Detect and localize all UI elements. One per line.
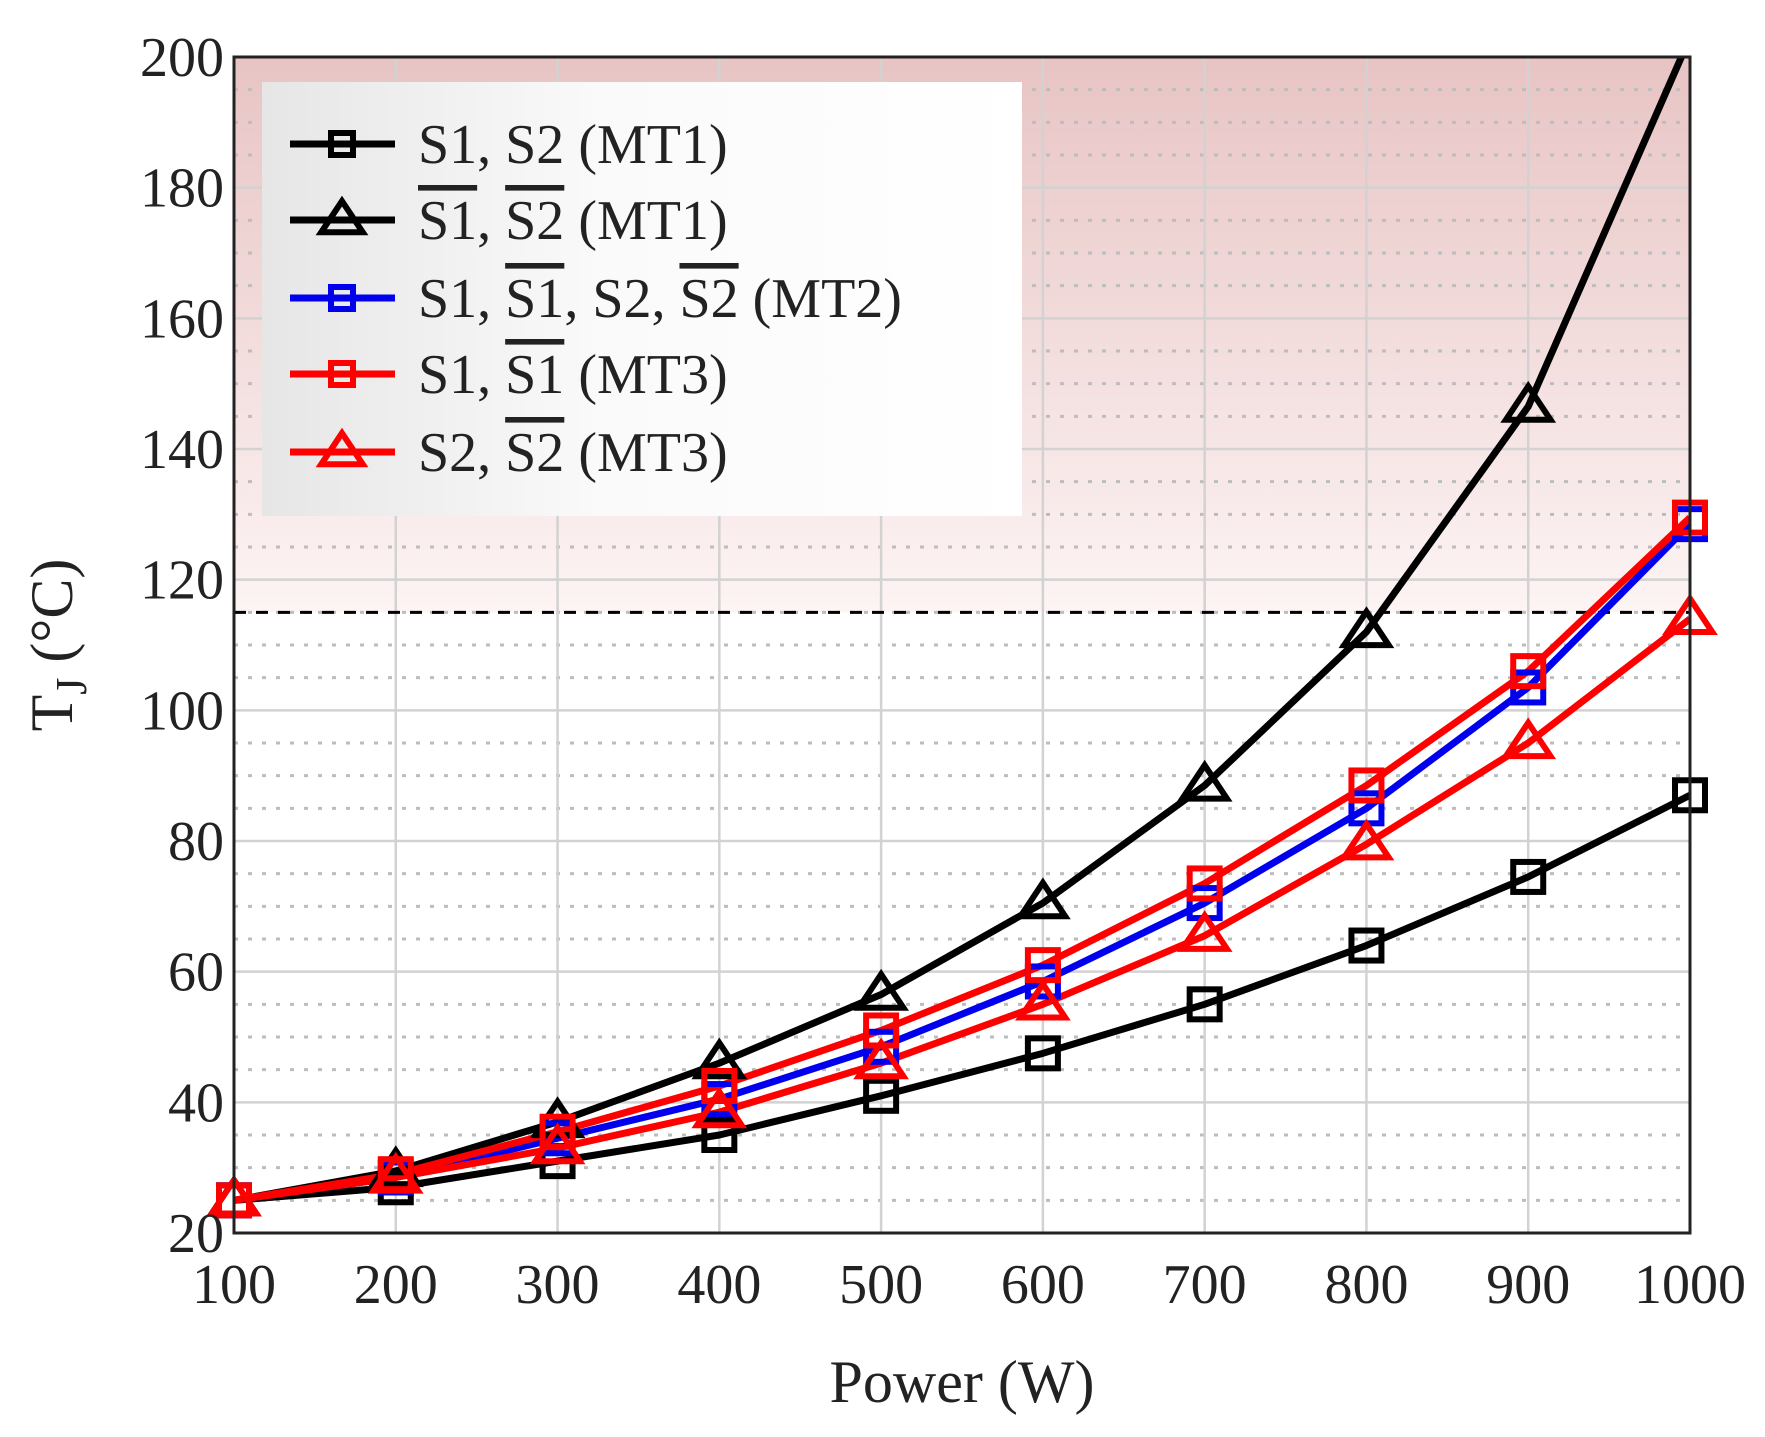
data-point-triangle — [1176, 759, 1233, 802]
x-tick-label: 200 — [354, 1254, 438, 1316]
plot-frame — [232, 55, 1692, 1235]
legend-label: S1, S2 (MT1) — [418, 190, 728, 252]
x-tick-label: 500 — [839, 1254, 923, 1316]
data-point-square — [328, 130, 356, 158]
series-line-3 — [234, 521, 1690, 1204]
x-tick-label: 400 — [677, 1254, 761, 1316]
legend-label: S1, S1, S2, S2 (MT2) — [418, 268, 902, 330]
data-point-square — [1186, 865, 1223, 902]
data-point-square — [1348, 767, 1385, 804]
data-point-square — [701, 1068, 738, 1104]
data-point-square — [328, 360, 356, 388]
x-tick-label: 100 — [192, 1254, 276, 1316]
x-tick-label: 700 — [1163, 1254, 1247, 1316]
legend-item-4: S1, S1 (MT3) — [290, 344, 728, 406]
x-tick-label: 1000 — [1634, 1254, 1746, 1316]
y-tick-label: 140 — [140, 419, 224, 481]
data-point-triangle — [1015, 877, 1071, 920]
y-axis-label-unit: (°C) — [19, 559, 85, 678]
data-point-square — [1348, 927, 1385, 964]
data-point-triangle — [1015, 978, 1071, 1021]
data-point-square — [1510, 858, 1547, 895]
x-tick-label: 600 — [1001, 1254, 1085, 1316]
data-point-triangle — [691, 1086, 748, 1129]
legend-label: S2, S2 (MT3) — [418, 422, 728, 484]
legend-label: S1, S1 (MT3) — [418, 344, 728, 406]
data-point-square — [539, 1113, 576, 1150]
x-tick-label: 300 — [516, 1254, 600, 1316]
legend-item-5: S2, S2 (MT3) — [290, 422, 728, 484]
legend-item-3: S1, S1, S2, S2 (MT2) — [290, 268, 902, 330]
data-point-square — [328, 284, 356, 312]
y-tick-label: 80 — [168, 811, 224, 873]
data-point-square — [863, 1077, 900, 1114]
y-axis-label: TJ (°C) — [19, 559, 96, 732]
y-tick-label: 100 — [140, 680, 224, 742]
y-tick-label: 120 — [140, 550, 224, 612]
series-line-4 — [234, 515, 1690, 1204]
data-point-triangle — [315, 427, 369, 468]
y-tick-label: 200 — [140, 27, 224, 89]
data-point-triangle — [529, 1122, 586, 1165]
y-tick-label: 60 — [168, 942, 224, 1004]
series-line-5 — [234, 616, 1690, 1204]
data-point-triangle — [1500, 380, 1557, 423]
data-point-triangle — [1338, 818, 1395, 861]
data-point-triangle — [1500, 717, 1557, 760]
legend-item-1: S1, S2 (MT1) — [290, 114, 728, 176]
svg-text:TJ (°C): TJ (°C) — [19, 559, 96, 732]
y-axis-label-symbol: T — [19, 695, 85, 732]
data-point-triangle — [1338, 606, 1395, 649]
data-point-triangle — [853, 1037, 909, 1080]
data-point-square — [1024, 1035, 1061, 1072]
data-point-triangle — [367, 1145, 424, 1188]
data-point-triangle — [367, 1151, 424, 1194]
x-axis-label: Power (W) — [830, 1349, 1095, 1415]
y-axis-label-subscript: J — [47, 678, 96, 695]
y-tick-label: 20 — [168, 1203, 224, 1265]
data-point-square — [1510, 653, 1547, 690]
x-tick-label: 900 — [1486, 1254, 1570, 1316]
legend-label: S1, S2 (MT1) — [418, 114, 728, 176]
data-point-square — [701, 1117, 738, 1153]
y-tick-label: 180 — [140, 158, 224, 220]
data-point-triangle — [853, 968, 909, 1011]
series-line-1 — [234, 792, 1690, 1204]
data-point-triangle — [691, 1037, 748, 1080]
y-tick-labels: 20 40 60 80 100 120 140 160 180 200 — [140, 27, 224, 1265]
y-tick-label: 160 — [140, 288, 224, 350]
y-tick-label: 40 — [168, 1072, 224, 1134]
data-point-triangle — [1176, 910, 1233, 952]
series-layer — [234, 57, 1690, 1204]
series-line-2 — [234, 57, 1686, 1204]
x-tick-labels: 100 200 300 400 500 600 700 800 900 1000 — [192, 1254, 1746, 1316]
data-point-square — [1186, 986, 1223, 1023]
legend: S1, S2 (MT1) S1, S2 (MT1) S1, S1, S2, S2 (… — [262, 82, 1022, 516]
legend-item-2: S1, S2 (MT1) — [290, 190, 728, 252]
x-tick-label: 800 — [1324, 1254, 1408, 1316]
data-point-triangle — [315, 195, 369, 236]
